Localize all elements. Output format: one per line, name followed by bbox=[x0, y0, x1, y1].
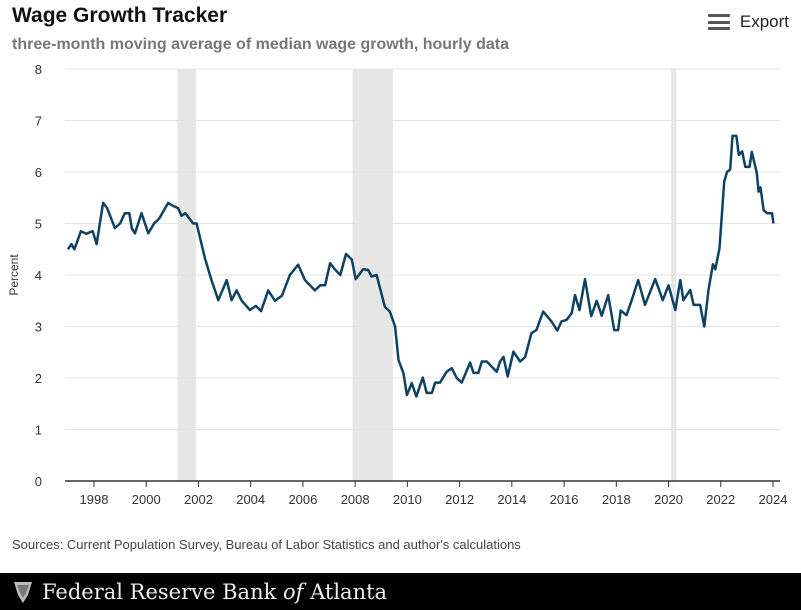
y-tick-label: 7 bbox=[35, 114, 42, 129]
menu-icon bbox=[707, 14, 730, 30]
x-tick-label: 2010 bbox=[393, 492, 422, 507]
line-chart: 0 1 2 3 4 5 6 7 8 1998 2000 2002 2004 2006 2008 2010 20… bbox=[7, 62, 788, 507]
series-line-wage-growth bbox=[66, 134, 775, 398]
x-tick-label: 2020 bbox=[654, 492, 683, 507]
y-axis-ticks: 0 1 2 3 4 5 6 7 8 bbox=[35, 62, 42, 489]
footer-bar: Federal Reserve Bank of Atlanta bbox=[0, 573, 801, 610]
x-axis-ticks: 1998 2000 2002 2004 2006 2008 2010 2012 2014 2016… bbox=[80, 481, 788, 507]
x-tick-label: 2002 bbox=[184, 492, 213, 507]
x-tick-label: 1998 bbox=[80, 492, 109, 507]
export-label: Export bbox=[739, 12, 789, 31]
fed-atlanta-logo-text: Federal Reserve Bank of Atlanta bbox=[42, 579, 388, 604]
x-tick-label: 2018 bbox=[602, 492, 631, 507]
y-tick-label: 6 bbox=[35, 165, 42, 180]
chart-subtitle: three-month moving average of median wag… bbox=[12, 36, 509, 53]
y-tick-label: 0 bbox=[35, 474, 42, 489]
y-tick-label: 4 bbox=[35, 268, 42, 283]
x-tick-label: 2014 bbox=[497, 492, 526, 507]
y-tick-label: 8 bbox=[35, 62, 42, 77]
x-tick-label: 2024 bbox=[759, 492, 788, 507]
x-tick-label: 2000 bbox=[132, 492, 161, 507]
y-tick-label: 1 bbox=[35, 423, 42, 438]
x-tick-label: 2012 bbox=[445, 492, 474, 507]
chart-title: Wage Growth Tracker bbox=[12, 4, 228, 27]
source-note: Sources: Current Population Survey, Bure… bbox=[12, 537, 521, 552]
y-tick-label: 2 bbox=[35, 371, 42, 386]
x-tick-label: 2004 bbox=[236, 492, 265, 507]
export-button[interactable]: Export bbox=[707, 12, 789, 32]
x-tick-label: 2006 bbox=[288, 492, 317, 507]
x-tick-label: 2008 bbox=[341, 492, 370, 507]
fed-seal-icon bbox=[14, 581, 32, 603]
y-tick-label: 3 bbox=[35, 320, 42, 335]
y-tick-label: 5 bbox=[35, 217, 42, 232]
x-tick-label: 2022 bbox=[706, 492, 735, 507]
x-tick-label: 2016 bbox=[550, 492, 579, 507]
y-axis-label: Percent bbox=[7, 254, 21, 296]
